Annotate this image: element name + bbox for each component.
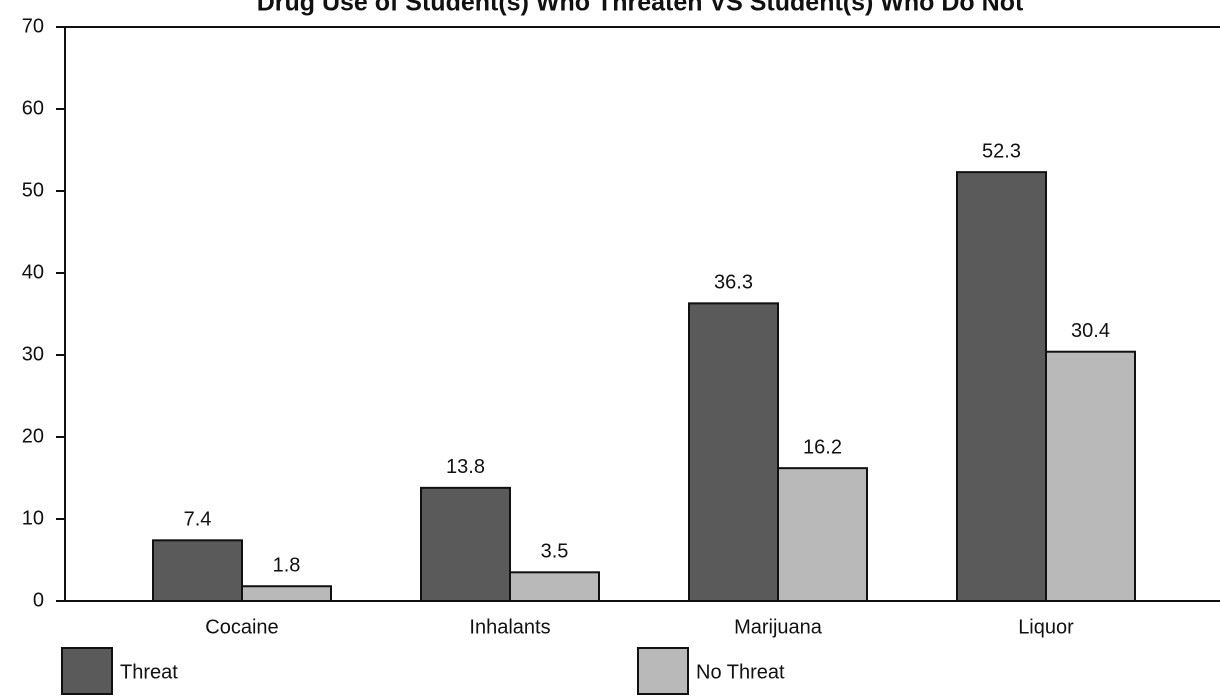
y-tick-label: 50 (22, 179, 44, 201)
bar (1045, 350, 1136, 602)
bar (420, 486, 511, 602)
y-tick-label: 30 (22, 343, 44, 365)
bar (777, 467, 868, 602)
y-tick-label: 40 (22, 261, 44, 283)
y-tick-label: 0 (33, 589, 44, 611)
data-label: 7.4 (184, 509, 212, 531)
x-tick-label: Inhalants (469, 616, 550, 638)
legend-label: No Threat (696, 661, 785, 683)
y-tick-label: 10 (22, 507, 44, 529)
data-label: 1.8 (273, 555, 301, 577)
y-tick-label: 60 (22, 97, 44, 119)
y-tick-label: 70 (22, 15, 44, 37)
bar (152, 539, 243, 603)
data-label: 30.4 (1071, 320, 1110, 342)
legend-swatch (61, 647, 113, 695)
bar (688, 302, 779, 602)
x-tick-label: Marijuana (734, 616, 823, 638)
bar (509, 571, 600, 602)
data-label: 13.8 (446, 456, 485, 478)
data-label: 3.5 (541, 541, 569, 563)
chart-title: Drug Use of Student(s) Who Threaten VS S… (257, 0, 1024, 17)
y-tick-label: 20 (22, 425, 44, 447)
x-tick-label: Liquor (1018, 616, 1074, 638)
data-label: 36.3 (714, 272, 753, 294)
bar (241, 585, 332, 602)
bar (956, 171, 1047, 602)
legend-swatch (637, 647, 689, 695)
data-label: 52.3 (982, 140, 1021, 162)
legend-label: Threat (120, 661, 178, 683)
x-tick-label: Cocaine (205, 616, 278, 638)
data-label: 16.2 (803, 436, 842, 458)
